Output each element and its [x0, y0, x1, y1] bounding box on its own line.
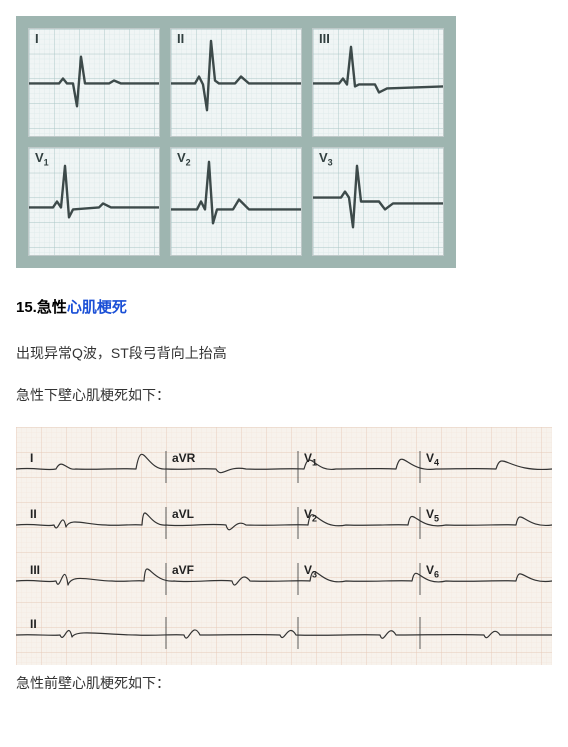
ecg-panel-v2: V2	[170, 147, 302, 256]
ecg-lead-label: aVF	[172, 563, 194, 577]
ecg-lead-label: III	[30, 563, 40, 577]
ecg-figure-12-leads: IaVR V1 V4 II aVL V2 V5 III aVF V3 V6 II	[16, 427, 552, 665]
ecg-figure-6-leads: I II	[16, 16, 456, 268]
ecg-panel-label: V3	[319, 150, 333, 168]
ecg-panel-v3: V3	[312, 147, 444, 256]
ecg-panel-label: I	[35, 31, 39, 46]
ecg-panel-label: III	[319, 31, 330, 46]
ecg-lead-label: V4	[426, 451, 439, 467]
inferior-mi-line: 急性下壁心肌梗死如下：	[16, 385, 552, 405]
ecg-lead-label: V1	[304, 451, 317, 467]
ecg-panel-iii: III	[312, 28, 444, 137]
ecg-lead-label: II	[30, 507, 37, 521]
anterior-mi-line: 急性前壁心肌梗死如下：	[16, 673, 552, 693]
ecg-lead-label: V6	[426, 563, 439, 579]
ecg-panel-label: V2	[177, 150, 191, 168]
ecg-panel-label: II	[177, 31, 184, 46]
ecg-lead-label: V3	[304, 563, 317, 579]
ecg-lead-label: V2	[304, 507, 317, 523]
ecg-lead-label: II	[30, 617, 37, 631]
heading-15-prefix: 15.急性	[16, 299, 67, 316]
ecg-panel-ii: II	[170, 28, 302, 137]
ecg-lead-label: I	[30, 451, 33, 465]
ecg-lead-label: V5	[426, 507, 439, 523]
ecg-lead-label: aVR	[172, 451, 195, 465]
heading-15: 15.急性心肌梗死	[16, 296, 552, 317]
description-line: 出现异常Q波，ST段弓背向上抬高	[16, 343, 552, 363]
ecg-panel-label: V1	[35, 150, 49, 168]
ecg-panel-i: I	[28, 28, 160, 137]
heading-15-link[interactable]: 心肌梗死	[67, 299, 127, 316]
ecg-lead-label: aVL	[172, 507, 194, 521]
ecg-panel-v1: V1	[28, 147, 160, 256]
